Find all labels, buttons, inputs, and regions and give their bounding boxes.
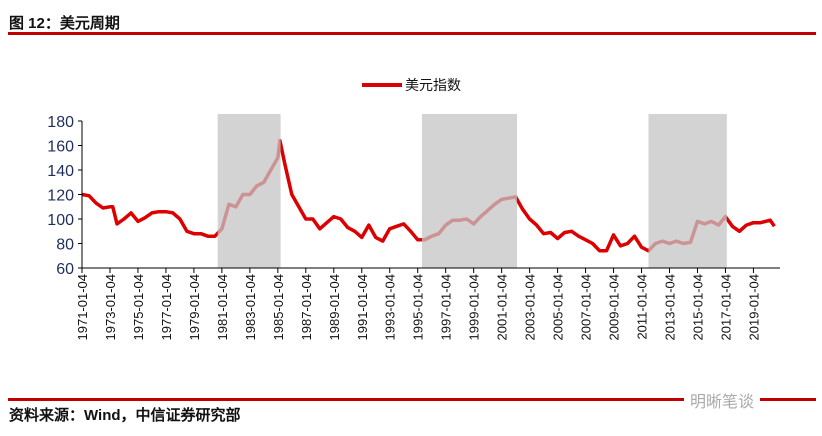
legend-label: 美元指数 — [405, 77, 461, 93]
y-tick-label: 120 — [47, 188, 74, 205]
x-tick-label: 1985-01-04 — [271, 274, 286, 341]
x-tick-label: 1995-01-04 — [411, 274, 426, 341]
shaded-period-1 — [421, 114, 518, 268]
x-tick-label: 1973-01-04 — [103, 274, 118, 341]
x-tick-label: 1989-01-04 — [327, 274, 342, 341]
x-tick-label: 1971-01-04 — [75, 274, 90, 341]
y-tick-label: 100 — [47, 212, 74, 229]
y-tick-label: 180 — [47, 114, 74, 131]
x-tick-label: 2007-01-04 — [579, 274, 594, 341]
watermark: 明晰笔谈 — [684, 388, 761, 412]
x-tick-label: 2009-01-04 — [607, 274, 622, 341]
x-tick-label: 2019-01-04 — [746, 274, 761, 341]
x-tick-label: 2005-01-04 — [551, 274, 566, 341]
x-tick-label: 2001-01-04 — [495, 274, 510, 341]
x-tick-label: 2011-01-04 — [635, 274, 650, 340]
bottom-rule — [8, 398, 816, 401]
x-tick-label: 1987-01-04 — [299, 274, 314, 341]
x-tick-label: 1997-01-04 — [439, 274, 454, 341]
y-tick-label: 160 — [47, 139, 74, 156]
x-tick-label: 1993-01-04 — [383, 274, 398, 341]
x-tick-label: 2017-01-04 — [718, 274, 733, 341]
shaded-period-2 — [648, 114, 727, 268]
figure-title: 图 12：美元周期 — [9, 15, 120, 32]
x-tick-label: 1983-01-04 — [243, 274, 258, 341]
x-tick-label: 1991-01-04 — [355, 274, 370, 341]
x-tick-label: 1977-01-04 — [159, 274, 174, 341]
x-tick-label: 1979-01-04 — [187, 274, 202, 341]
x-tick-label: 1999-01-04 — [467, 274, 482, 341]
x-tick-label: 1981-01-04 — [215, 274, 230, 341]
shaded-period-0 — [217, 114, 281, 268]
x-tick-label: 2003-01-04 — [523, 274, 538, 341]
y-tick-label: 60 — [56, 261, 74, 278]
x-tick-label: 1975-01-04 — [131, 274, 146, 341]
y-tick-label: 80 — [56, 237, 74, 254]
y-tick-label: 140 — [47, 163, 74, 180]
x-tick-label: 2015-01-04 — [690, 274, 705, 341]
top-rule — [8, 32, 816, 35]
x-tick-label: 2013-01-04 — [662, 274, 677, 341]
source-note: 资料来源：Wind，中信证券研究部 — [9, 407, 241, 424]
